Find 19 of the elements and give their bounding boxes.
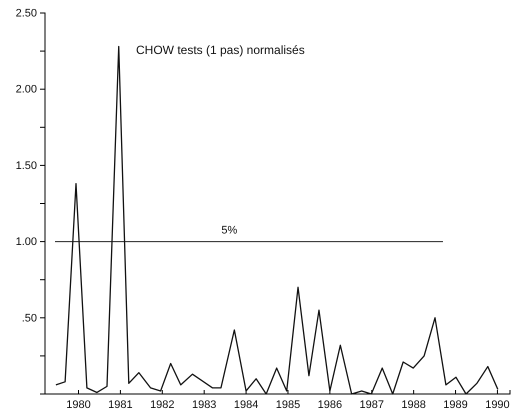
annotation: 5% [221,224,238,237]
x-tick-label: 1990 [485,399,510,411]
x-tick-label: 1981 [108,399,133,411]
text: CHOW tests (1 pas) normalisés [136,43,305,57]
y-tick-label: 1.50 [16,160,37,172]
x-tick-label: 1988 [401,399,426,411]
x-tick-label: 1982 [150,399,175,411]
y-tick-label: 2.50 [16,8,37,20]
x-tick-label: 1980 [66,399,91,411]
x-tick-label: 1984 [234,399,258,411]
x-tick-label: 1989 [443,399,468,411]
y-tick-label: 2.00 [16,84,37,96]
y-tick-label: 1.00 [16,236,37,248]
x-tick-label: 1983 [192,399,216,411]
x-tick-label: 1986 [318,399,342,411]
y-tick-label: .50 [22,312,37,324]
x-tick-label: 1987 [360,399,384,411]
x-tick-label: 1985 [276,399,300,411]
line-series [55,46,498,395]
